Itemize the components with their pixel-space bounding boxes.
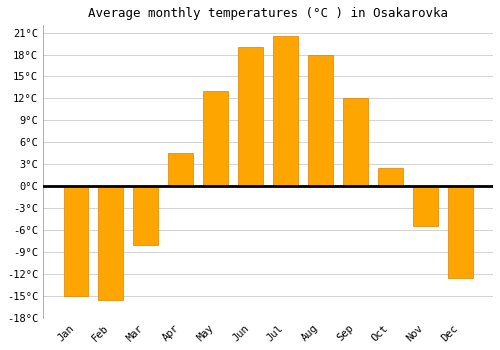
Bar [343,98,367,186]
Bar [238,47,263,186]
Bar [134,186,158,245]
Bar [448,186,472,278]
Bar [413,186,438,226]
Bar [98,186,123,300]
Bar [204,91,228,186]
Bar [378,168,402,186]
Title: Average monthly temperatures (°C ) in Osakarovka: Average monthly temperatures (°C ) in Os… [88,7,448,20]
Bar [308,55,332,186]
Bar [168,153,193,186]
Bar [274,36,298,186]
Bar [64,186,88,296]
